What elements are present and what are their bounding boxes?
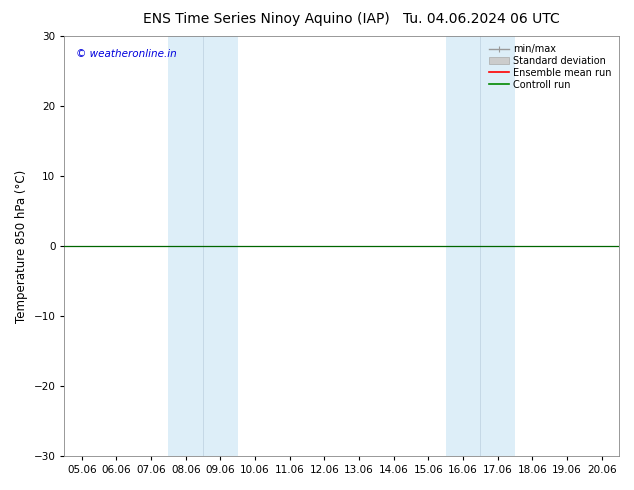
- Y-axis label: Temperature 850 hPa (°C): Temperature 850 hPa (°C): [15, 170, 28, 323]
- Text: Tu. 04.06.2024 06 UTC: Tu. 04.06.2024 06 UTC: [403, 12, 560, 26]
- Text: ENS Time Series Ninoy Aquino (IAP): ENS Time Series Ninoy Aquino (IAP): [143, 12, 390, 26]
- Text: © weatheronline.in: © weatheronline.in: [75, 49, 176, 59]
- Bar: [446, 36, 515, 456]
- Bar: [169, 36, 238, 456]
- Legend: min/max, Standard deviation, Ensemble mean run, Controll run: min/max, Standard deviation, Ensemble me…: [486, 41, 614, 93]
